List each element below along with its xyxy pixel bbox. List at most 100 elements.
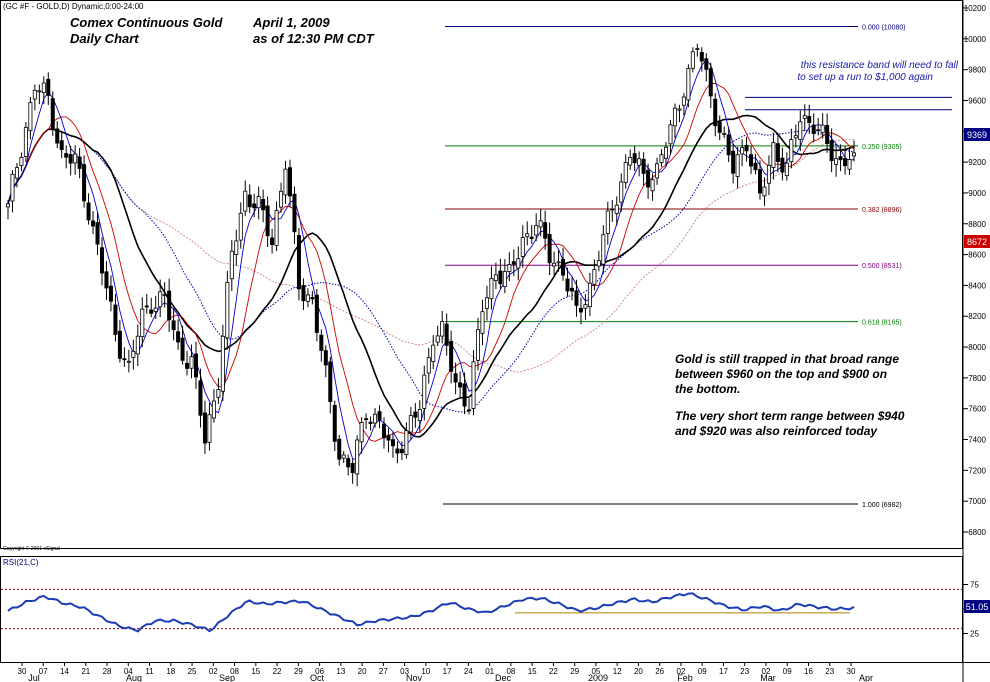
candle-up [10,173,15,202]
chart-title-line1: Comex Continuous Gold [70,15,223,30]
candle-up [484,297,489,309]
date-tick-label: 28 [103,667,112,676]
candle-up [650,179,655,192]
candle-up [686,68,691,101]
fib-level-label: 0.382 (8896) [862,207,902,214]
candle-down [749,154,754,167]
candle-down [838,156,843,161]
date-tick-label: 23 [740,667,749,676]
candle-up [740,147,745,155]
candle-up [592,269,597,285]
candle-down [775,143,780,162]
date-tick-label: 02 [762,667,771,676]
date-tick-label: 30 [18,667,27,676]
price-tick-label: 7000 [968,497,986,506]
fib-level-label: 0.500 (8531) [862,263,902,270]
candle-up [587,282,592,308]
fib-level-label: 0.618 (8165) [862,320,902,327]
candle-up [355,439,360,475]
date-tick-label: 08 [506,667,515,676]
candle-up [552,262,557,267]
candle-down [185,362,190,369]
candle-down [368,421,373,424]
candle-up [283,168,288,196]
date-tick-label: 17 [443,667,452,676]
candle-up [820,124,825,134]
date-tick-label: 05 [591,667,600,676]
date-tick-label: 10 [421,667,430,676]
date-tick-label: 23 [825,667,834,676]
candle-up [422,374,427,409]
candle-up [28,102,33,132]
candle-down [55,128,60,144]
candle-down [171,320,176,331]
candle-up [211,400,216,419]
candle-up [431,344,436,362]
candle-down [713,98,718,127]
candle-down [68,154,73,164]
candle-down [811,124,816,134]
candle-down [758,169,763,194]
candle-up [475,329,480,361]
candle-down [328,361,333,403]
rsi-panel-frame [0,556,963,663]
resistance-note-line1: this resistance band will need to fall [801,60,959,71]
range-note-line2: between $960 on the top and $900 on [675,367,887,381]
date-tick-label: 11 [145,667,154,676]
candle-down [726,134,731,156]
candle-down [113,304,118,335]
copyright-label: Copyright © 2001 eSignal [3,545,60,552]
candle-up [162,294,167,296]
candle-down [381,423,386,439]
candle-down [529,236,534,239]
date-tick-label: 08 [230,667,239,676]
price-tick-label: 8200 [968,312,986,321]
month-label: Aug [126,673,142,682]
ma-red-line [7,82,855,442]
date-tick-label: 27 [379,667,388,676]
candle-down [91,220,96,227]
candle-down [350,463,355,474]
candle-up [556,261,561,264]
short-term-note-line1: The very short term range between $940 [675,409,905,423]
candle-down [807,115,812,123]
candle-down [95,222,100,245]
candle-up [628,157,633,166]
chart-date-line1: April 1, 2009 [252,15,330,30]
candle-down [386,434,391,441]
candle-up [493,274,498,282]
date-tick-label: 02 [209,667,218,676]
candle-down [296,235,301,290]
rsi-value: 51.05 [966,602,989,612]
price-axis: 6800 7000 7200 7400 7600 7800 8000 8200 8400 8600… [963,4,987,537]
ma-fast-line [7,59,855,460]
candle-up [525,233,530,238]
candle-down [59,140,64,151]
date-tick-label: 13 [336,667,345,676]
candle-down [413,411,418,418]
month-label: Nov [406,673,423,682]
month-label: Feb [677,673,693,682]
candle-down [198,380,203,416]
candle-down [319,334,324,351]
symbol-label: (GC #F - GOLD,D) Dynamic,0:00-24:00 [3,2,144,11]
date-tick-label: 22 [549,667,558,676]
candle-up [23,126,28,157]
candle-down [176,331,181,343]
candle-up [19,157,24,166]
date-tick-label: 30 [847,667,856,676]
candle-up [834,158,839,165]
date-tick-label: 04 [124,667,133,676]
candle-up [789,139,794,163]
date-tick-label: 24 [464,667,473,676]
candle-up [408,415,413,433]
date-tick-label: 17 [719,667,728,676]
candle-up [672,107,677,127]
month-label: Dec [495,673,512,682]
candle-up [404,430,409,456]
candle-up [677,108,682,111]
candle-up [507,264,512,272]
candle-up [619,181,624,203]
candle-down [122,358,127,361]
candle-down [498,270,503,285]
